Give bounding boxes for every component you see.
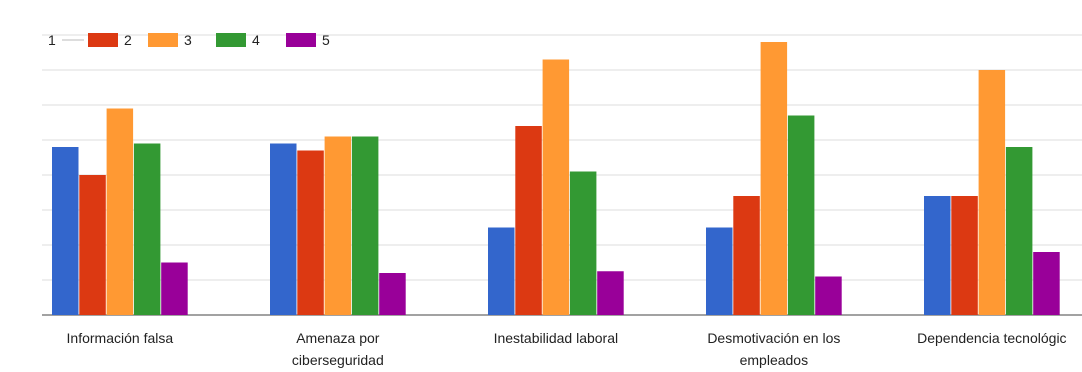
bar-series-2[interactable] [79,175,106,315]
bar-series-4[interactable] [133,143,161,316]
bars [52,42,1060,315]
bar-series-3[interactable] [760,42,788,315]
legend-item-2[interactable]: 2 [88,32,132,48]
x-tick-label: Desmotivación en los [707,330,840,346]
bar-series-3[interactable] [106,108,134,316]
legend-label: 4 [252,32,260,48]
bar-series-4[interactable] [787,115,815,316]
legend-label: 5 [322,32,330,48]
bar-series-5[interactable] [597,271,624,315]
bar-series-5[interactable] [1033,252,1060,315]
legend-item-3[interactable]: 3 [148,32,192,48]
x-tick-label: ciberseguridad [292,352,384,368]
bar-series-3[interactable] [324,136,352,316]
bar-series-1[interactable] [52,147,79,315]
legend-item-4[interactable]: 4 [216,32,260,48]
legend-swatch [148,33,178,47]
bar-series-1[interactable] [706,227,733,316]
bar-series-1[interactable] [488,227,515,316]
legend-item-5[interactable]: 5 [286,32,330,48]
bar-series-3[interactable] [978,70,1006,315]
x-axis-labels: Información falsa Amenaza por cibersegurid… [67,330,1067,368]
bar-series-1[interactable] [924,196,951,315]
bar-series-4[interactable] [1005,147,1033,315]
bar-series-2[interactable] [515,126,542,315]
legend-swatch [88,33,118,47]
legend-label: 2 [124,32,132,48]
x-tick-label: Dependencia tecnológic [917,330,1066,346]
x-tick-label: Información falsa [67,330,174,346]
legend-swatch [286,33,316,47]
bar-series-2[interactable] [951,196,978,315]
legend-swatch [216,33,246,47]
bar-series-3[interactable] [542,59,570,316]
bar-series-2[interactable] [297,150,324,316]
x-tick-label: Amenaza por [296,330,380,346]
legend-label: 3 [184,32,192,48]
bar-series-2[interactable] [733,196,760,315]
bar-series-5[interactable] [161,262,188,316]
bar-series-5[interactable] [379,273,406,315]
bar-series-4[interactable] [351,136,379,316]
bar-series-1[interactable] [270,143,297,316]
x-tick-label: empleados [740,352,809,368]
legend[interactable]: 1 2 3 4 5 [48,32,330,48]
legend-item-1[interactable]: 1 [48,32,84,48]
legend-label: 1 [48,32,56,48]
bar-series-5[interactable] [815,276,842,316]
bar-series-4[interactable] [569,171,597,316]
x-tick-label: Inestabilidad laboral [494,330,619,346]
